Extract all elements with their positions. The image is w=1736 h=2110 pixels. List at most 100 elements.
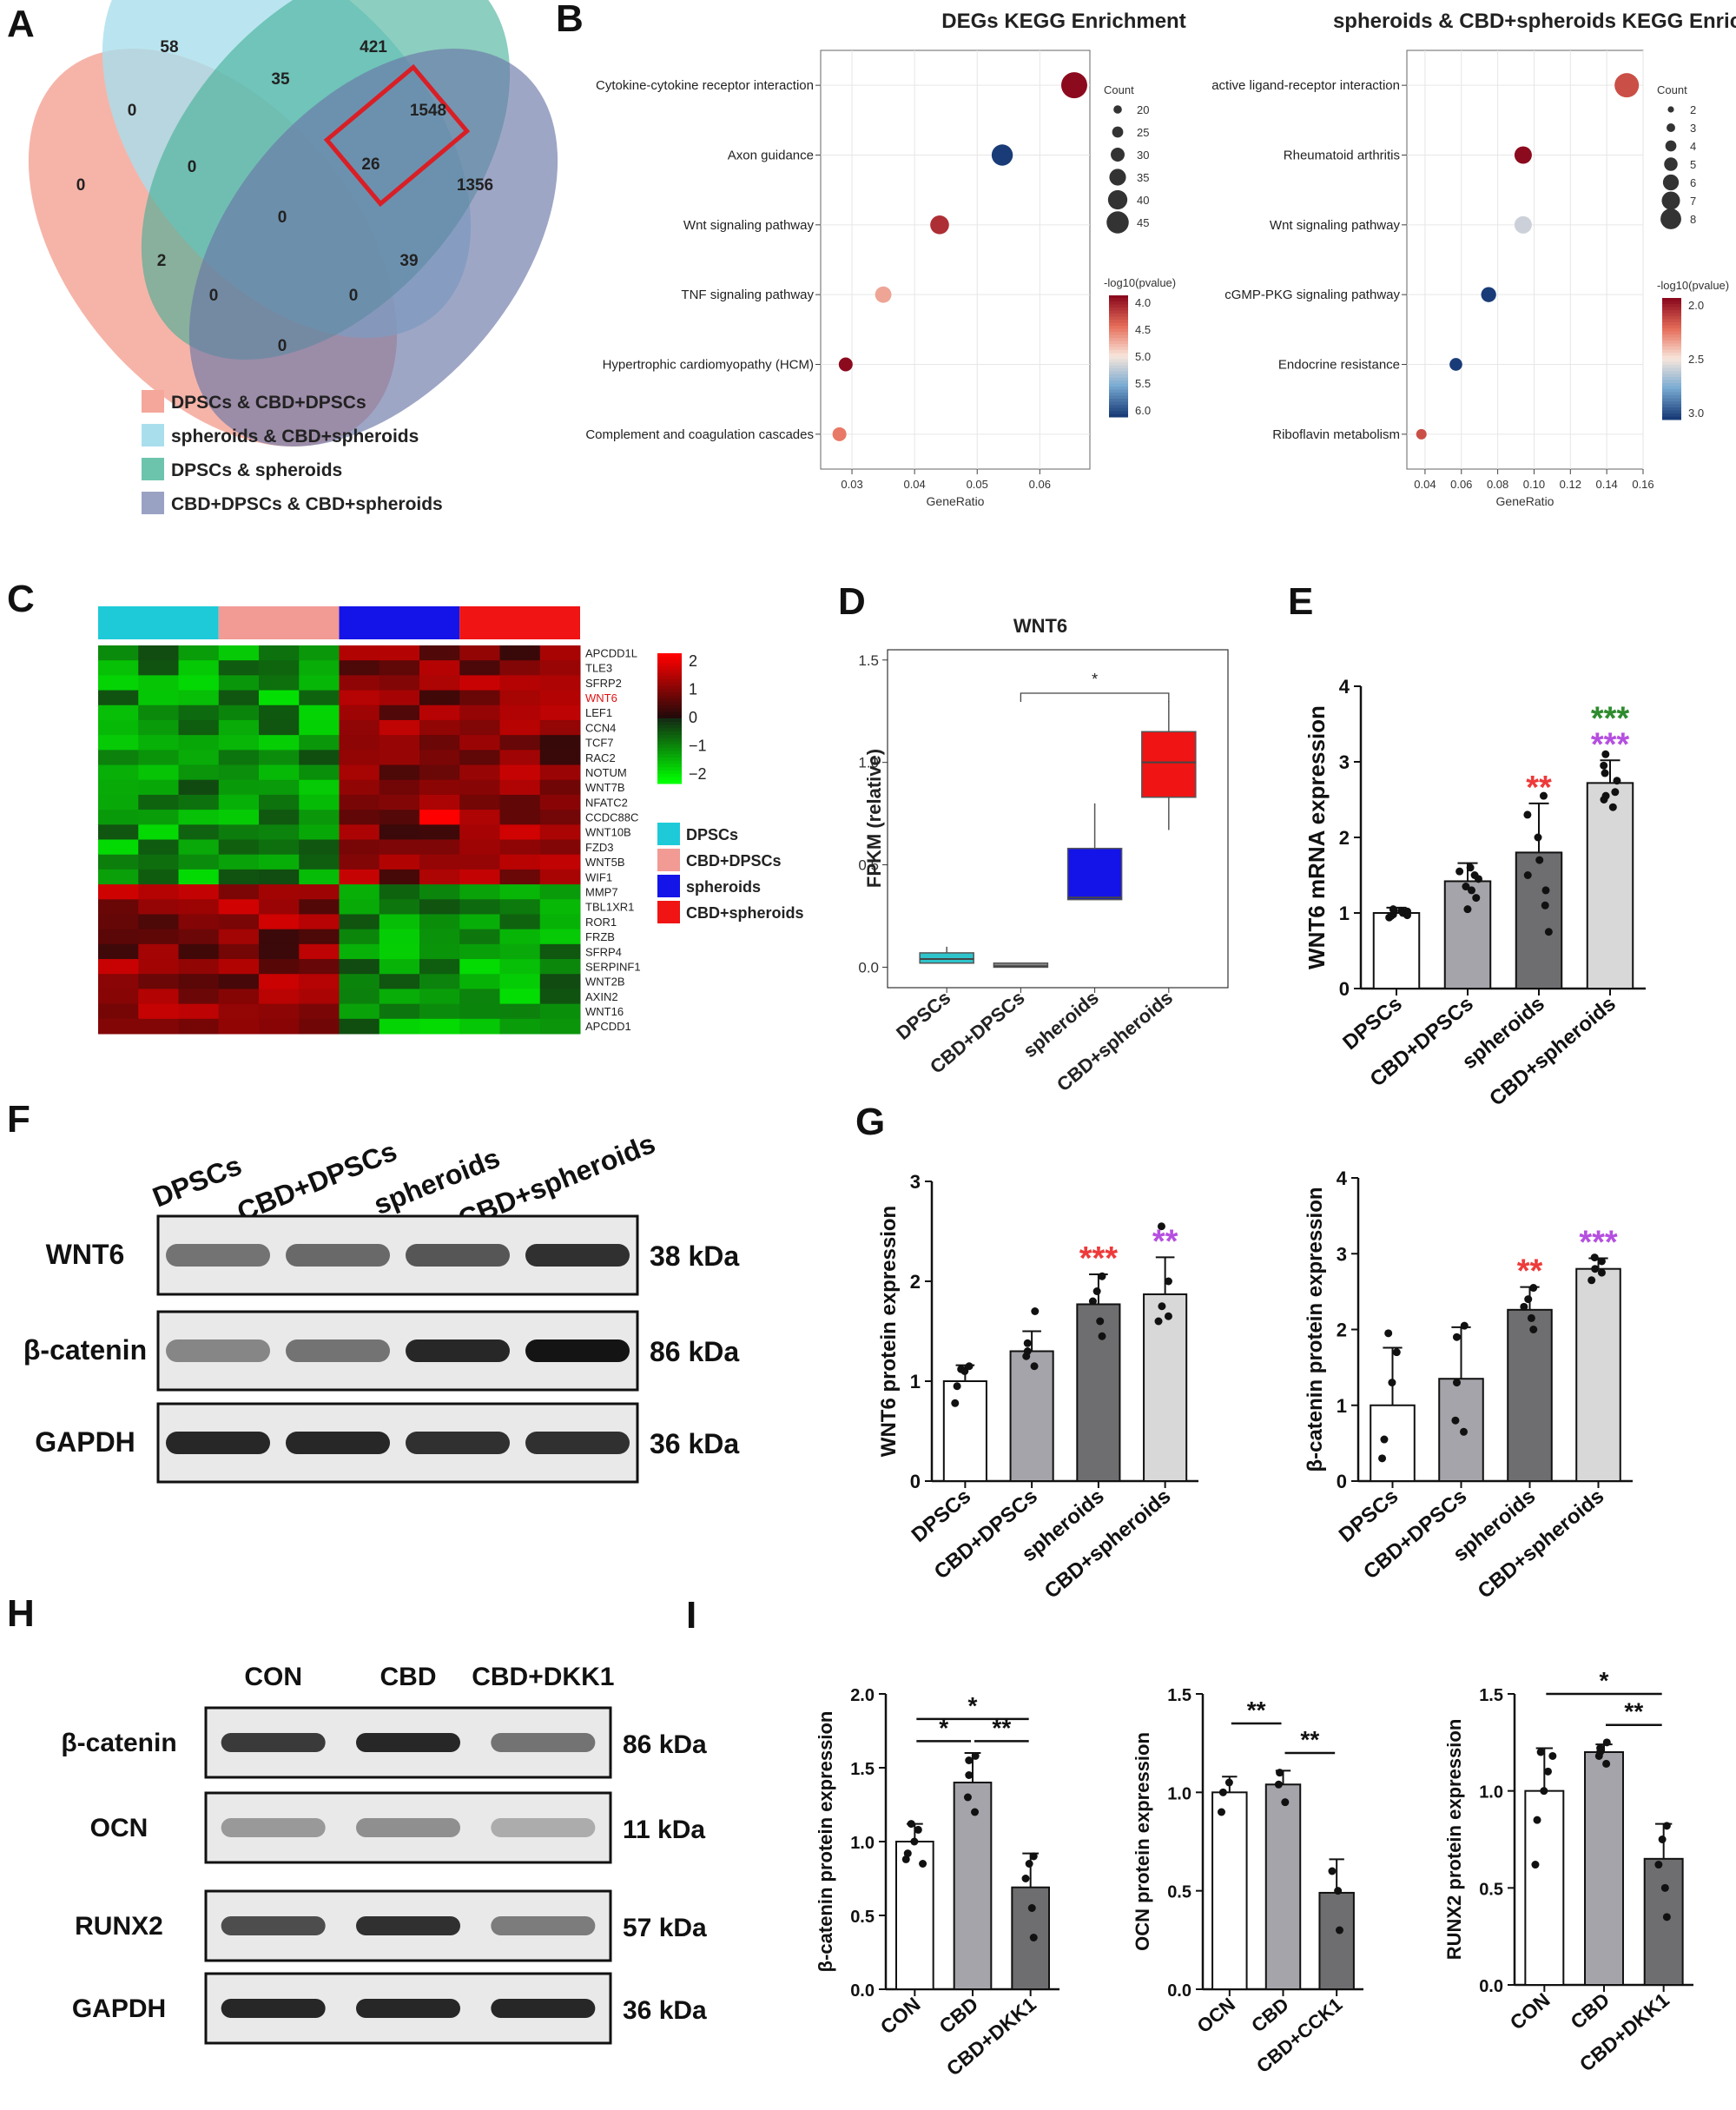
heatmap-cell bbox=[419, 869, 460, 885]
heatmap-cell bbox=[218, 1003, 260, 1020]
data-point bbox=[1601, 750, 1610, 758]
data-point bbox=[1164, 1277, 1172, 1286]
heatmap-cell bbox=[98, 943, 139, 960]
lane-label: DPSCs bbox=[149, 1149, 246, 1213]
heatmap-cell bbox=[218, 764, 260, 781]
colorbar-segment bbox=[1662, 353, 1681, 356]
y-tick-label: 0.5 bbox=[858, 857, 879, 874]
size-legend-label: 5 bbox=[1690, 158, 1696, 171]
heatmap-cell bbox=[459, 839, 500, 856]
colorbar-segment bbox=[1109, 401, 1128, 406]
heatmap-cell bbox=[539, 719, 581, 736]
heatmap-cell bbox=[178, 914, 220, 930]
legend-label: spheroids bbox=[686, 878, 761, 896]
heatmap-cell bbox=[259, 750, 300, 766]
lane-label: CBD+DPSCs bbox=[233, 1135, 401, 1227]
data-point bbox=[914, 1825, 922, 1834]
protein-band bbox=[166, 1244, 270, 1267]
heatmap-cell bbox=[138, 959, 179, 975]
heatmap-cell bbox=[539, 884, 581, 900]
heatmap-cell bbox=[299, 959, 340, 975]
y-category-label: Cytokine-cytokine receptor interaction bbox=[596, 78, 814, 93]
heatmap-cell bbox=[379, 810, 420, 825]
colorbar-segment bbox=[657, 656, 682, 660]
heatmap-cell bbox=[379, 899, 420, 915]
protein-label: RUNX2 bbox=[75, 1912, 163, 1941]
heatmap-cell bbox=[259, 779, 300, 796]
colorbar-segment bbox=[1109, 362, 1128, 366]
heatmap-cell bbox=[178, 854, 220, 870]
heatmap-cell bbox=[539, 943, 581, 960]
heatmap-cell bbox=[98, 989, 139, 1005]
data-point bbox=[1218, 1808, 1226, 1816]
significance-star: *** bbox=[1591, 726, 1630, 763]
x-tick-label: OCN bbox=[1193, 1994, 1240, 2038]
x-tick-label: 0.06 bbox=[1029, 478, 1051, 491]
heatmap-cell bbox=[218, 810, 260, 825]
heatmap-cell bbox=[259, 660, 300, 676]
heatmap-cell bbox=[259, 735, 300, 751]
data-point bbox=[1540, 1787, 1548, 1796]
heatmap-cell bbox=[299, 854, 340, 870]
heatmap-cell bbox=[98, 839, 139, 856]
colorbar-segment bbox=[1109, 356, 1128, 360]
heatmap-cell bbox=[299, 660, 340, 676]
colorbar-segment bbox=[1109, 359, 1128, 363]
heatmap-cell bbox=[178, 690, 220, 706]
data-point bbox=[965, 1771, 974, 1779]
colorbar-segment bbox=[1109, 405, 1128, 408]
heatmap-cell bbox=[539, 1003, 581, 1020]
data-point bbox=[951, 1399, 960, 1407]
heatmap-cell bbox=[259, 959, 300, 975]
colorbar-segment bbox=[1109, 374, 1128, 378]
heatmap-cell bbox=[299, 735, 340, 751]
heatmap-cell bbox=[379, 764, 420, 781]
heatmap-cell bbox=[218, 675, 260, 691]
protein-band bbox=[406, 1339, 510, 1362]
data-point bbox=[1524, 1295, 1533, 1304]
heatmap-cell bbox=[339, 675, 380, 691]
legend-swatch bbox=[142, 424, 164, 446]
heatmap-cell bbox=[499, 764, 541, 781]
heatmap-cell bbox=[539, 750, 581, 766]
colorbar-segment bbox=[1109, 334, 1128, 339]
heatmap-cell bbox=[539, 1018, 581, 1035]
colorbar-segment bbox=[1662, 374, 1681, 378]
y-category-label: active ligand-receptor interaction bbox=[1211, 78, 1400, 93]
colorbar-segment bbox=[1109, 368, 1128, 372]
heatmap-cell bbox=[539, 839, 581, 856]
data-point bbox=[1164, 1312, 1172, 1320]
bar bbox=[1575, 1267, 1621, 1482]
y-category-label: Endocrine resistance bbox=[1278, 358, 1400, 373]
colorbar-segment bbox=[1662, 395, 1681, 399]
heatmap-cell bbox=[539, 810, 581, 825]
heatmap-cell bbox=[299, 1003, 340, 1020]
panel-label-f: F bbox=[7, 1098, 30, 1141]
y-tick-label: 1.0 bbox=[850, 1834, 875, 1853]
colorbar-tick-label: 6.0 bbox=[1135, 404, 1151, 417]
heatmap-cell bbox=[499, 929, 541, 945]
heatmap-cell bbox=[178, 839, 220, 856]
colorbar-segment bbox=[1662, 410, 1681, 414]
heatmap-cell bbox=[499, 959, 541, 975]
data-point bbox=[1154, 1317, 1163, 1326]
heatmap-cell bbox=[339, 959, 380, 975]
data-point bbox=[1481, 287, 1496, 302]
heatmap-cell bbox=[539, 869, 581, 885]
data-point bbox=[838, 357, 853, 372]
data-point bbox=[1613, 777, 1621, 785]
colorbar-segment bbox=[657, 731, 682, 736]
colorbar-segment bbox=[1109, 298, 1128, 302]
heatmap-cell bbox=[539, 989, 581, 1005]
colorbar-segment bbox=[1109, 332, 1128, 335]
bar bbox=[1370, 1404, 1416, 1482]
heatmap-cell bbox=[98, 675, 139, 691]
heatmap-cell bbox=[218, 929, 260, 945]
data-point bbox=[1096, 1317, 1105, 1326]
heatmap-cell bbox=[178, 735, 220, 751]
protein-band bbox=[356, 1999, 460, 2018]
legend-swatch bbox=[142, 458, 164, 480]
heatmap-cell bbox=[539, 914, 581, 930]
size-legend-dot bbox=[1665, 140, 1677, 152]
